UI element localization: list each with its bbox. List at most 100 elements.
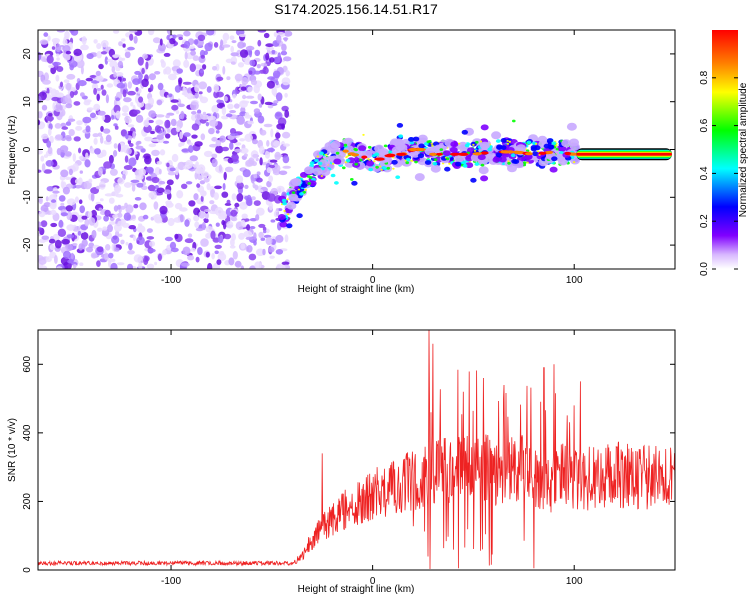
noise-blob xyxy=(239,138,246,142)
noise-blob xyxy=(80,92,85,97)
noise-blob xyxy=(229,141,234,150)
noise-blob xyxy=(244,195,250,200)
noise-blob xyxy=(40,220,48,228)
noise-blob xyxy=(133,254,143,263)
noise-blob xyxy=(151,138,160,142)
ridge-blob xyxy=(442,150,451,157)
noise-blob xyxy=(197,109,202,115)
noise-blob xyxy=(229,110,237,114)
ridge-blob xyxy=(317,161,323,166)
ridge-blob xyxy=(366,160,375,167)
noise-blob xyxy=(209,200,215,205)
noise-blob xyxy=(226,199,231,205)
noise-blob xyxy=(69,64,74,71)
noise-blob xyxy=(234,73,243,82)
noise-blob xyxy=(66,211,73,221)
noise-blob xyxy=(187,255,195,261)
noise-blob xyxy=(65,205,73,212)
ridge-blob xyxy=(316,155,319,158)
noise-blob xyxy=(233,103,240,109)
noise-blob xyxy=(199,94,203,100)
noise-blob xyxy=(276,185,285,193)
noise-blob xyxy=(155,119,164,126)
ridge-blob xyxy=(335,151,340,155)
noise-blob xyxy=(241,213,248,219)
noise-blob xyxy=(208,127,215,135)
ridge-blob xyxy=(414,160,418,164)
noise-blob xyxy=(130,179,140,183)
ridge-hot-blob xyxy=(538,151,547,155)
noise-blob xyxy=(43,169,53,174)
noise-blob xyxy=(157,82,164,91)
noise-blob xyxy=(189,101,199,111)
ridge-blob xyxy=(350,178,354,181)
noise-blob xyxy=(128,242,133,251)
noise-blob xyxy=(244,184,249,189)
noise-blob xyxy=(65,176,71,180)
noise-blob xyxy=(271,49,276,55)
noise-blob xyxy=(231,233,236,242)
noise-blob xyxy=(77,80,87,87)
noise-blob xyxy=(48,128,52,136)
noise-blob xyxy=(206,30,215,36)
ridge-blob xyxy=(426,140,431,144)
noise-blob xyxy=(174,233,179,240)
noise-blob xyxy=(191,123,200,131)
noise-blob xyxy=(111,191,119,197)
ridge-blob xyxy=(492,156,501,163)
noise-blob xyxy=(60,180,65,188)
noise-blob xyxy=(69,30,75,33)
colorbar-tick-label: 0.0 xyxy=(699,262,710,276)
noise-blob xyxy=(106,83,114,88)
noise-blob xyxy=(38,227,43,232)
noise-blob xyxy=(117,204,121,210)
noise-blob xyxy=(284,92,288,98)
noise-blob xyxy=(192,164,198,168)
noise-blob xyxy=(193,214,200,222)
noise-blob xyxy=(139,202,147,211)
noise-blob xyxy=(222,65,226,75)
noise-blob xyxy=(54,104,63,112)
ridge-blob xyxy=(333,158,342,165)
ridge-blob xyxy=(500,138,507,143)
ridge-blob xyxy=(291,191,296,195)
noise-blob xyxy=(221,106,227,116)
noise-blob xyxy=(179,207,188,212)
noise-blob xyxy=(56,30,65,33)
ridge-blob xyxy=(475,140,479,144)
spectrogram-x-tick-label: -100 xyxy=(161,275,181,286)
noise-blob xyxy=(100,84,104,90)
ridge-blob xyxy=(334,181,339,185)
noise-blob xyxy=(226,76,231,81)
noise-blob xyxy=(150,84,154,92)
noise-blob xyxy=(115,97,121,102)
noise-blob xyxy=(193,193,199,201)
noise-blob xyxy=(268,164,275,169)
noise-blob xyxy=(127,263,133,269)
noise-blob xyxy=(50,88,57,97)
noise-blob xyxy=(234,148,242,153)
noise-blob xyxy=(273,210,279,218)
spectrogram-y-label: Frequency (Hz) xyxy=(7,116,18,185)
ridge-blob xyxy=(495,152,502,158)
noise-blob xyxy=(251,196,256,201)
noise-blob xyxy=(194,221,200,228)
noise-blob xyxy=(273,100,279,104)
noise-blob xyxy=(46,186,55,192)
noise-blob xyxy=(229,245,236,249)
ridge-blob xyxy=(512,159,520,165)
ridge-blob xyxy=(508,140,512,143)
noise-blob xyxy=(156,187,165,194)
ridge-blob xyxy=(439,148,444,152)
noise-blob xyxy=(141,185,148,190)
ridge-blob xyxy=(380,168,383,171)
noise-blob xyxy=(60,212,68,217)
noise-blob xyxy=(258,231,264,239)
ridge-blob xyxy=(309,161,315,165)
noise-blob xyxy=(196,183,201,188)
noise-blob xyxy=(158,43,166,52)
noise-blob xyxy=(194,172,198,180)
noise-blob xyxy=(202,111,207,116)
noise-blob xyxy=(199,180,206,185)
noise-blob xyxy=(270,128,274,138)
